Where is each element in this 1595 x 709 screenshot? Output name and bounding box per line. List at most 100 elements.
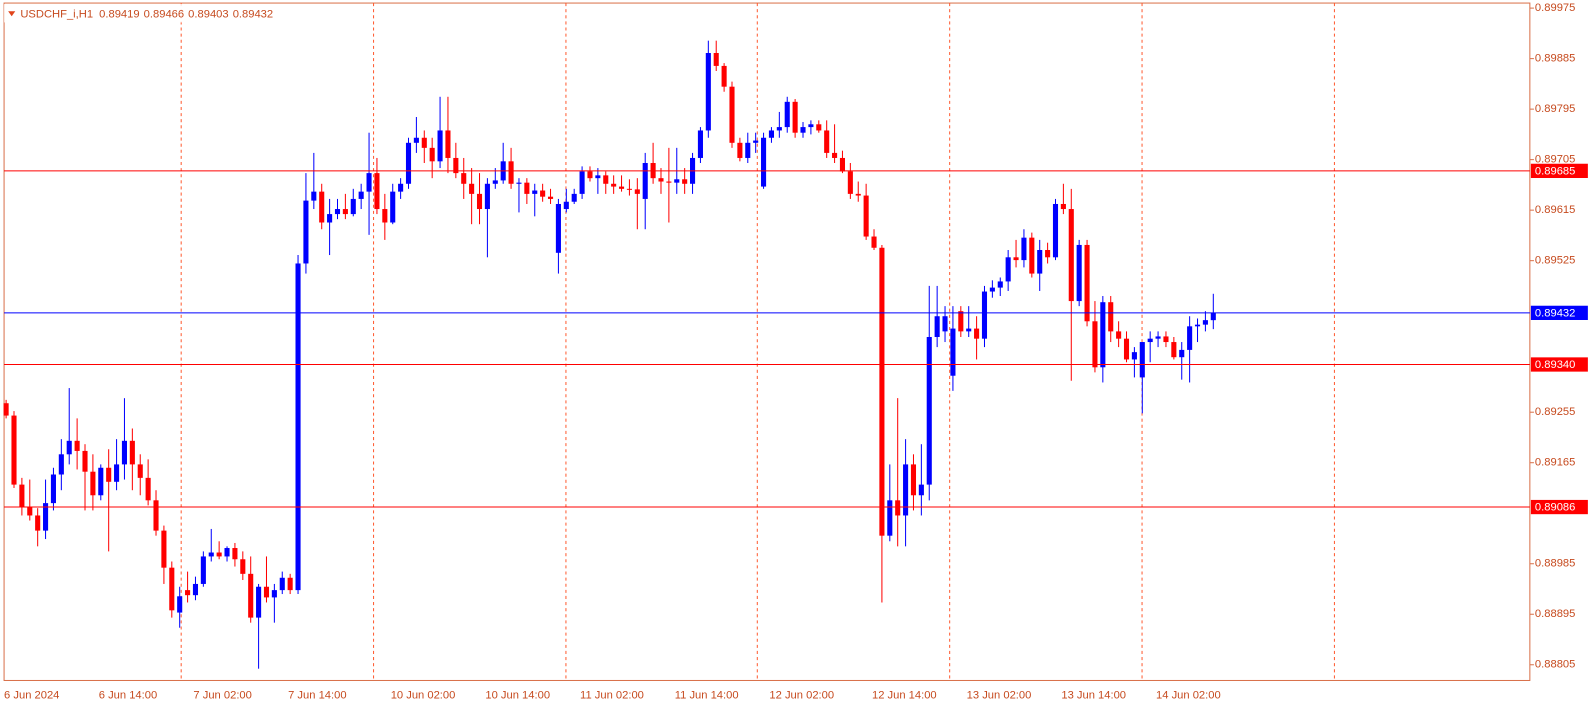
candle-body bbox=[271, 590, 277, 598]
candle-body bbox=[1155, 336, 1161, 339]
level-label: 0.89340 bbox=[1535, 359, 1575, 371]
candle-body bbox=[871, 236, 877, 248]
candle-body bbox=[603, 175, 609, 184]
candle-body bbox=[90, 471, 96, 496]
level-label: 0.89086 bbox=[1535, 502, 1575, 514]
candle-body bbox=[792, 101, 798, 133]
candle-body bbox=[50, 474, 56, 504]
candle-body bbox=[1060, 203, 1066, 210]
candle-body bbox=[437, 130, 443, 162]
candle-body bbox=[595, 175, 601, 179]
y-tick-label: 0.88895 bbox=[1535, 608, 1575, 620]
x-tick-label: 10 Jun 02:00 bbox=[391, 690, 456, 702]
candle-body bbox=[682, 179, 688, 184]
candle-body bbox=[918, 484, 924, 496]
candle-body bbox=[74, 440, 80, 451]
candle-body bbox=[816, 124, 822, 131]
header-high: 0.89466 bbox=[144, 8, 184, 20]
candle-body bbox=[287, 577, 293, 591]
candle-body bbox=[989, 287, 995, 292]
candle-body bbox=[492, 180, 498, 184]
candle-body bbox=[137, 464, 143, 478]
candle-body bbox=[185, 590, 191, 596]
candle-body bbox=[1179, 349, 1185, 358]
day-separators bbox=[180, 3, 1335, 681]
level-label-bg bbox=[1530, 305, 1588, 320]
candle-body bbox=[3, 403, 9, 416]
x-tick-label: 12 Jun 02:00 bbox=[769, 690, 834, 702]
candle-body bbox=[129, 440, 135, 465]
candle-body bbox=[1171, 342, 1177, 358]
candle-body bbox=[98, 467, 104, 496]
candle-body bbox=[674, 179, 680, 183]
candle-body bbox=[1013, 257, 1019, 261]
header-close: 0.89432 bbox=[233, 8, 273, 20]
candle-body bbox=[1037, 250, 1043, 274]
candle-body bbox=[958, 311, 964, 332]
candle-body bbox=[611, 183, 617, 187]
candle-body bbox=[43, 503, 49, 531]
candle-body bbox=[1005, 257, 1011, 282]
level-label-bg bbox=[1530, 163, 1588, 178]
candle-body bbox=[800, 127, 806, 133]
candle-body bbox=[1194, 324, 1201, 327]
candle-body bbox=[303, 200, 309, 264]
candle-body bbox=[784, 101, 790, 128]
candle-body bbox=[1147, 338, 1153, 343]
candle-body bbox=[863, 195, 869, 237]
candle-body bbox=[358, 191, 364, 199]
candle-body bbox=[469, 183, 475, 194]
candle-body bbox=[1116, 331, 1122, 339]
candle-body bbox=[11, 415, 17, 485]
x-tick-label: 7 Jun 02:00 bbox=[193, 690, 251, 702]
candle-body bbox=[721, 65, 727, 87]
x-tick-label: 11 Jun 02:00 bbox=[580, 690, 644, 702]
candle-body bbox=[106, 467, 112, 482]
candle-body bbox=[895, 500, 901, 516]
candle-body bbox=[532, 190, 538, 194]
y-tick-label: 0.89165 bbox=[1535, 457, 1575, 469]
candle-body bbox=[1202, 320, 1208, 325]
candle-body bbox=[263, 586, 270, 598]
candle-body bbox=[327, 214, 333, 223]
y-tick-label: 0.88985 bbox=[1535, 558, 1575, 570]
x-tick-label: 13 Jun 02:00 bbox=[967, 690, 1032, 702]
candle-body bbox=[1163, 336, 1169, 343]
candle-body bbox=[256, 586, 262, 618]
candle-body bbox=[824, 130, 830, 153]
x-tick-label: 13 Jun 14:00 bbox=[1061, 690, 1126, 702]
candle-body bbox=[508, 161, 514, 184]
x-tick-label: 12 Jun 14:00 bbox=[872, 690, 937, 702]
candle-body bbox=[997, 281, 1003, 288]
candle-body bbox=[966, 328, 972, 332]
y-tick-label: 0.89795 bbox=[1535, 103, 1575, 115]
candle-body bbox=[981, 291, 988, 339]
candle-body bbox=[200, 556, 206, 584]
candle-body bbox=[579, 171, 585, 194]
candle-body bbox=[626, 188, 632, 190]
candle-body bbox=[461, 173, 467, 184]
candle-body bbox=[19, 484, 25, 508]
candle-body bbox=[192, 583, 199, 596]
level-label-bg bbox=[1530, 499, 1588, 515]
candle-body bbox=[240, 559, 246, 574]
candle-body bbox=[445, 130, 451, 158]
candle-body bbox=[121, 440, 128, 465]
y-tick-label: 0.89885 bbox=[1535, 53, 1575, 65]
candle-body bbox=[58, 454, 64, 475]
candle-body bbox=[1029, 237, 1035, 274]
candle-body bbox=[1076, 244, 1082, 302]
y-tick-label: 0.88805 bbox=[1535, 659, 1575, 671]
candle-body bbox=[950, 328, 956, 376]
candle-body bbox=[161, 530, 167, 568]
candle-body bbox=[658, 178, 664, 182]
candle-body bbox=[926, 336, 932, 485]
candle-body bbox=[334, 209, 341, 215]
candle-body bbox=[145, 477, 151, 501]
candle-body bbox=[224, 548, 230, 557]
header-open: 0.89419 bbox=[99, 8, 139, 20]
candle-body bbox=[295, 263, 301, 591]
x-tick-label: 6 Jun 2024 bbox=[4, 690, 59, 702]
